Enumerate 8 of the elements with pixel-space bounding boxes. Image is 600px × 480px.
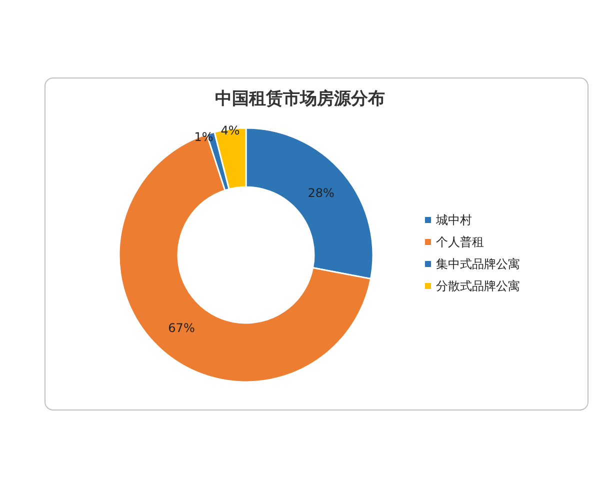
legend-label: 城中村 (435, 213, 472, 227)
legend-label: 集中式品牌公寓 (436, 257, 520, 271)
legend-label: 个人普租 (436, 235, 484, 249)
legend-label: 分散式品牌公寓 (436, 279, 520, 293)
data-label: 1% (194, 130, 214, 144)
data-label: 67% (168, 321, 195, 336)
data-label: 28% (308, 186, 334, 200)
chart-title: 中国租赁市场房源分布 (215, 89, 385, 109)
